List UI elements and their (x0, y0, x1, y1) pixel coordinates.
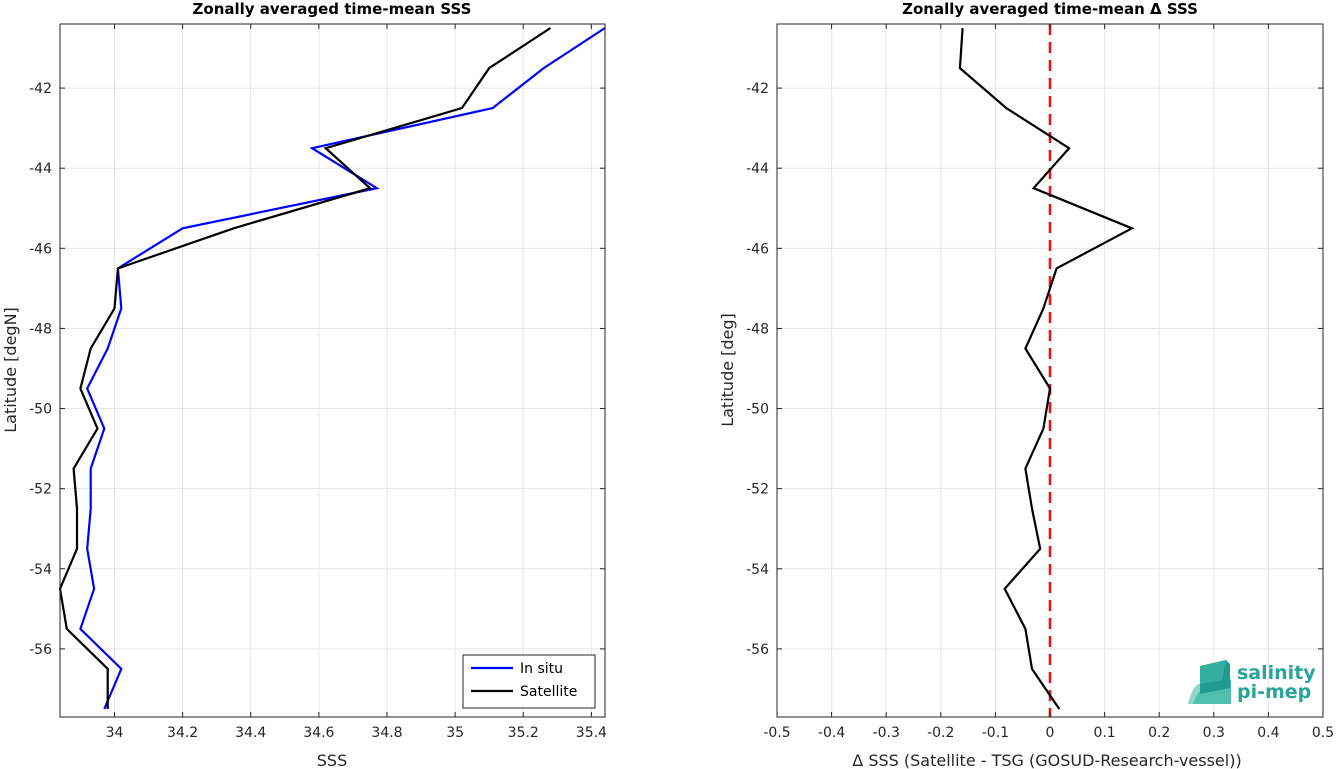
x-axis-label: Δ SSS (Satellite - TSG (GOSUD-Research-v… (852, 751, 1241, 769)
x-tick-label: 34.8 (371, 725, 402, 741)
y-ticks: -42 -44 -46 -48 -50 -52 -54 -56 (746, 81, 1323, 658)
y-axis-label: Latitude [deg] (718, 313, 737, 427)
y-tick-label: -56 (29, 642, 52, 658)
x-tick-label: 0.3 (1203, 725, 1225, 741)
y-tick-label: -42 (29, 81, 52, 97)
grid (60, 24, 605, 717)
y-axis-label: Latitude [degN] (1, 307, 20, 433)
x-tick-label: 35 (446, 725, 464, 741)
legend: In situ Satellite (462, 654, 596, 709)
x-axis-label: SSS (317, 751, 347, 769)
x-tick-label: 35.2 (508, 725, 539, 741)
logo-wave-icon (1188, 660, 1231, 704)
x-tick-label: 0.2 (1148, 725, 1170, 741)
y-tick-label: -48 (29, 321, 52, 337)
y-tick-label: -52 (746, 482, 769, 498)
y-tick-label: -54 (746, 562, 769, 578)
y-tick-label: -52 (29, 482, 52, 498)
x-ticks: -0.5 -0.4 -0.3 -0.2 -0.1 0 0.1 0.2 0.3 0.4 0.5 (763, 24, 1334, 741)
x-tick-label: 34.4 (235, 725, 266, 741)
salinity-pi-mep-logo: salinity pi-mep (1188, 660, 1316, 704)
x-tick-label: 34.2 (167, 725, 198, 741)
y-tick-label: -54 (29, 562, 52, 578)
y-tick-label: -46 (746, 241, 769, 257)
legend-label-in-situ: In situ (520, 661, 563, 677)
x-tick-label: 35.4 (576, 725, 607, 741)
y-ticks: -42 -44 -46 -48 -50 -52 -54 -56 (29, 81, 605, 658)
legend-box (462, 654, 596, 709)
plot-area (60, 24, 605, 717)
chart-title: Zonally averaged time-mean Δ SSS (902, 0, 1198, 18)
delta-sss-profile-chart: Zonally averaged time-mean Δ SSS -0.5 -0.… (718, 0, 1334, 769)
x-tick-label: 34.6 (303, 725, 334, 741)
x-tick-label: -0.2 (927, 725, 954, 741)
y-tick-label: -48 (746, 321, 769, 337)
y-tick-label: -46 (29, 241, 52, 257)
x-ticks: 34 34.2 34.4 34.6 34.8 35 35.2 35.4 (106, 24, 607, 741)
y-tick-label: -56 (746, 642, 769, 658)
series-group (958, 27, 1135, 710)
y-tick-label: -44 (746, 161, 769, 177)
y-tick-label: -42 (746, 81, 769, 97)
series-line-delta (958, 27, 1135, 710)
chart-title: Zonally averaged time-mean SSS (193, 0, 472, 18)
x-tick-label: 0 (1046, 725, 1055, 741)
legend-label-satellite: Satellite (520, 684, 577, 700)
sss-profile-chart: Zonally averaged time-mean SSS 34 34.2 34.… (1, 0, 607, 769)
logo-line-2: pi-mep (1237, 681, 1311, 703)
series-line-in-situ (79, 27, 606, 710)
y-tick-label: -50 (746, 402, 769, 418)
y-tick-label: -50 (29, 402, 52, 418)
x-tick-label: 0.4 (1257, 725, 1279, 741)
x-tick-label: -0.1 (982, 725, 1009, 741)
series-group (58, 27, 606, 710)
x-tick-label: -0.5 (763, 725, 790, 741)
x-tick-label: -0.4 (818, 725, 845, 741)
x-tick-label: 0.1 (1093, 725, 1115, 741)
x-tick-label: 34 (106, 725, 124, 741)
series-line-satellite (58, 27, 552, 709)
y-tick-label: -44 (29, 161, 52, 177)
plot-frame (59, 23, 606, 718)
logo-line-1: salinity (1237, 662, 1316, 684)
x-tick-label: -0.3 (873, 725, 900, 741)
x-tick-label: 0.5 (1312, 725, 1334, 741)
